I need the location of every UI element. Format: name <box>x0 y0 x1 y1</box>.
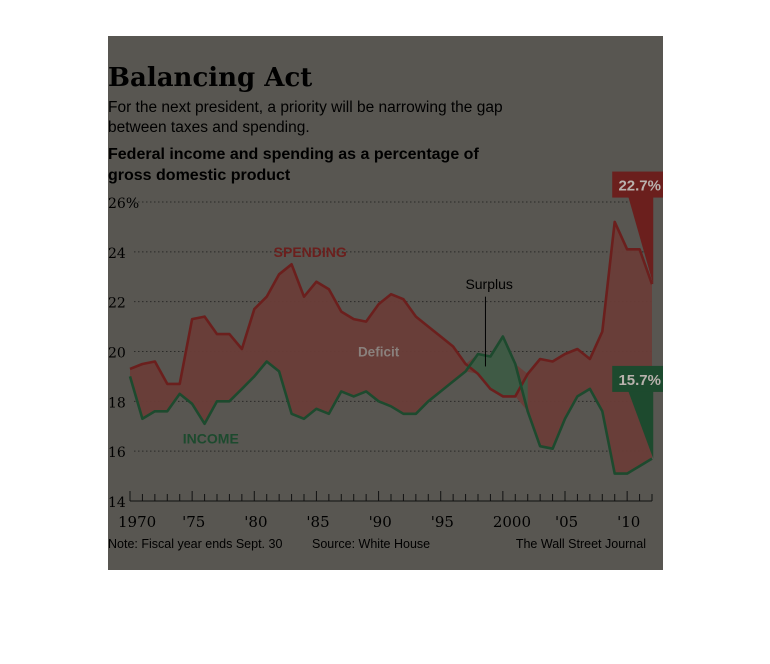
x-tick-label: 2000 <box>493 513 531 531</box>
y-tick-label: 18 <box>108 395 126 411</box>
spending-label: SPENDING <box>274 244 347 260</box>
footnote: Note: Fiscal year ends Sept. 30 <box>108 537 282 551</box>
spending-end-value: 22.7% <box>618 178 661 195</box>
surplus-label: Surplus <box>465 276 512 292</box>
x-tick-label: '95 <box>431 513 454 531</box>
x-tick-label: '10 <box>617 513 640 531</box>
x-tick-label: '75 <box>182 513 205 531</box>
chart-heading-line-2: gross domestic product <box>108 167 291 184</box>
income-line <box>128 335 653 475</box>
chart-heading-line-1: Federal income and spending as a percent… <box>108 146 479 163</box>
income-connector <box>628 391 654 459</box>
chart-svg: Balancing Act For the next president, a p… <box>108 63 663 551</box>
y-tick-label: 14 <box>108 495 126 511</box>
x-tick-label: '05 <box>555 513 578 531</box>
y-tick-label: 26% <box>108 196 139 212</box>
y-tick-label: 24 <box>108 246 126 262</box>
subtitle-line-1: For the next president, a priority will … <box>108 99 503 116</box>
deficit-label: Deficit <box>358 345 400 360</box>
income-end-value-box <box>612 365 663 392</box>
x-tick-label: '85 <box>306 513 329 531</box>
x-tick-label: '90 <box>369 513 392 531</box>
spending-connector <box>628 197 654 285</box>
subtitle-line-2: between taxes and spending. <box>108 119 310 136</box>
income-label: INCOME <box>183 431 239 447</box>
spending-end-value-box <box>612 171 663 198</box>
publisher-credit: The Wall Street Journal <box>516 537 646 551</box>
source-credit: Source: White House <box>312 537 430 551</box>
spending-line <box>129 220 654 398</box>
income-end-value: 15.7% <box>618 372 661 389</box>
y-tick-label: 16 <box>108 445 126 461</box>
y-tick-label: 22 <box>108 296 126 312</box>
y-tick-label: 20 <box>108 346 126 362</box>
deficit-area <box>130 221 652 474</box>
x-tick-label: 1970 <box>118 513 156 531</box>
x-tick-label: '80 <box>244 513 267 531</box>
chart-panel: Balancing Act For the next president, a p… <box>108 36 663 570</box>
page-title: Balancing Act <box>108 63 312 93</box>
